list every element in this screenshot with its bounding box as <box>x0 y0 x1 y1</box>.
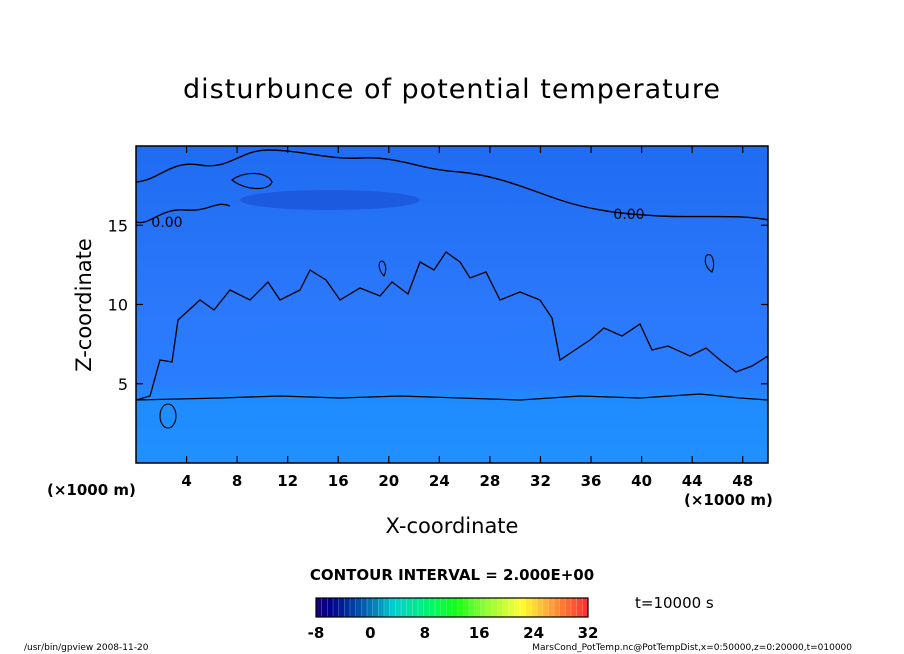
x-tick-label: 36 <box>581 472 602 490</box>
colorbar-swatch <box>514 598 521 617</box>
colorbar-swatch <box>508 598 515 617</box>
colorbar-swatch <box>361 598 368 617</box>
colorbar-swatch <box>452 598 459 617</box>
contour-labels: 0.00 0.00 <box>151 207 644 231</box>
colorbar-swatch <box>350 598 357 617</box>
x-tick-label: 24 <box>429 472 450 490</box>
colorbar-swatch <box>531 598 538 617</box>
colorbar-swatch <box>389 598 396 617</box>
colorbar-swatch <box>412 598 419 617</box>
colorbar-swatch <box>355 598 362 617</box>
colorbar-swatch <box>435 598 442 617</box>
colorbar-swatch <box>429 598 436 617</box>
colorbar-swatch <box>554 598 561 617</box>
y-tick-label: 5 <box>118 375 128 394</box>
time-label: t=10000 s <box>635 594 714 612</box>
x-tick-label: 32 <box>530 472 551 490</box>
small-closed-contour <box>159 403 177 429</box>
x-unit-right: (×1000 m) <box>684 491 773 509</box>
x-tick-label: 40 <box>631 472 652 490</box>
footer-right: MarsCond_PotTemp.nc@PotTempDist,x=0:5000… <box>532 643 852 653</box>
colorbar-swatch <box>486 598 493 617</box>
colorbar-swatch <box>491 598 498 617</box>
colorbar-swatch <box>344 598 351 617</box>
colorbar-tick-label: -8 <box>308 624 325 642</box>
colorbar-frame <box>315 597 589 618</box>
cool-anomaly-region <box>240 190 420 210</box>
x-tick-label: 48 <box>732 472 753 490</box>
colorbar-swatch <box>582 598 589 617</box>
colorbar-swatch <box>537 598 544 617</box>
colorbar-swatch <box>525 598 532 617</box>
zero-contour-upper <box>136 149 768 221</box>
y-axis-ticks: 5 10 15 <box>108 216 768 394</box>
colorbar-tick-label: 24 <box>523 624 544 642</box>
colorbar-tick-label: 0 <box>365 624 375 642</box>
colorbar-swatch <box>548 598 555 617</box>
colorbar-swatch <box>559 598 566 617</box>
contour-label: 0.00 <box>613 207 644 223</box>
x-unit-left: (×1000 m) <box>47 481 136 499</box>
colorbar: -8 0 8 16 24 32 <box>308 597 599 642</box>
colorbar-swatch <box>469 598 476 617</box>
colorbar-swatch <box>423 598 430 617</box>
colorbar-swatch <box>497 598 504 617</box>
x-axis-label: X-coordinate <box>385 514 519 538</box>
colorbar-swatch <box>520 598 527 617</box>
colorbar-tick-label: 8 <box>420 624 430 642</box>
x-tick-label: 8 <box>232 472 242 490</box>
x-tick-label: 44 <box>682 472 703 490</box>
y-tick-label: 10 <box>108 296 128 315</box>
x-tick-label: 4 <box>181 472 191 490</box>
colorbar-swatch <box>395 598 402 617</box>
field-background <box>136 146 768 463</box>
colorbar-swatch <box>406 598 413 617</box>
colorbar-swatch <box>367 598 374 617</box>
colorbar-swatch <box>372 598 379 617</box>
colorbar-swatch <box>480 598 487 617</box>
x-tick-label: 16 <box>328 472 349 490</box>
contour-interval-label: CONTOUR INTERVAL = 2.000E+00 <box>309 566 595 584</box>
colorbar-swatch <box>542 598 549 617</box>
colorbar-swatch <box>378 598 385 617</box>
colorbar-swatch <box>463 598 470 617</box>
colorbar-swatch <box>446 598 453 617</box>
x-tick-label: 20 <box>378 472 399 490</box>
colorbar-swatch <box>333 598 340 617</box>
colorbar-swatch <box>474 598 481 617</box>
colorbar-swatch <box>321 598 328 617</box>
colorbar-swatch <box>401 598 408 617</box>
colorbar-swatch <box>338 598 345 617</box>
y-tick-label: 15 <box>108 216 128 235</box>
contour-label: 0.00 <box>151 215 182 231</box>
colorbar-tick-label: 32 <box>578 624 599 642</box>
closed-contour <box>704 254 715 273</box>
chart-title: disturbunce of potential temperature <box>183 74 721 105</box>
zero-contour-left <box>136 203 231 224</box>
closed-contour <box>231 172 273 190</box>
colorbar-tick-label: 16 <box>469 624 490 642</box>
colorbar-swatch <box>418 598 425 617</box>
contour-lines <box>136 149 768 429</box>
colorbar-swatch <box>440 598 447 617</box>
y-axis-label: Z-coordinate <box>72 238 96 372</box>
colorbar-swatch <box>565 598 572 617</box>
colorbar-swatch <box>316 598 323 617</box>
colorbar-swatch <box>457 598 464 617</box>
x-axis-ticks: 4 8 12 16 20 24 28 32 36 40 44 48 <box>181 146 753 490</box>
colorbar-swatch <box>384 598 391 617</box>
closed-contour <box>378 260 387 277</box>
x-tick-label: 12 <box>277 472 298 490</box>
colorbar-swatch <box>576 598 583 617</box>
footer-left: /usr/bin/gpview 2008-11-20 <box>24 643 149 653</box>
colorbar-swatch <box>571 598 578 617</box>
colorbar-swatch <box>503 598 510 617</box>
turbulent-contour-region <box>136 251 768 401</box>
colorbar-swatch <box>327 598 334 617</box>
x-tick-label: 28 <box>479 472 500 490</box>
